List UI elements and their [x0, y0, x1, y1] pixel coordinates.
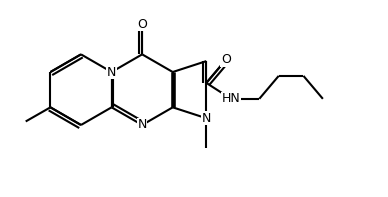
- Text: N: N: [137, 118, 147, 131]
- Text: O: O: [221, 53, 231, 66]
- Text: HN: HN: [222, 92, 241, 105]
- Text: N: N: [107, 66, 116, 79]
- Text: N: N: [107, 66, 116, 79]
- Text: O: O: [137, 18, 147, 31]
- Text: N: N: [202, 112, 211, 125]
